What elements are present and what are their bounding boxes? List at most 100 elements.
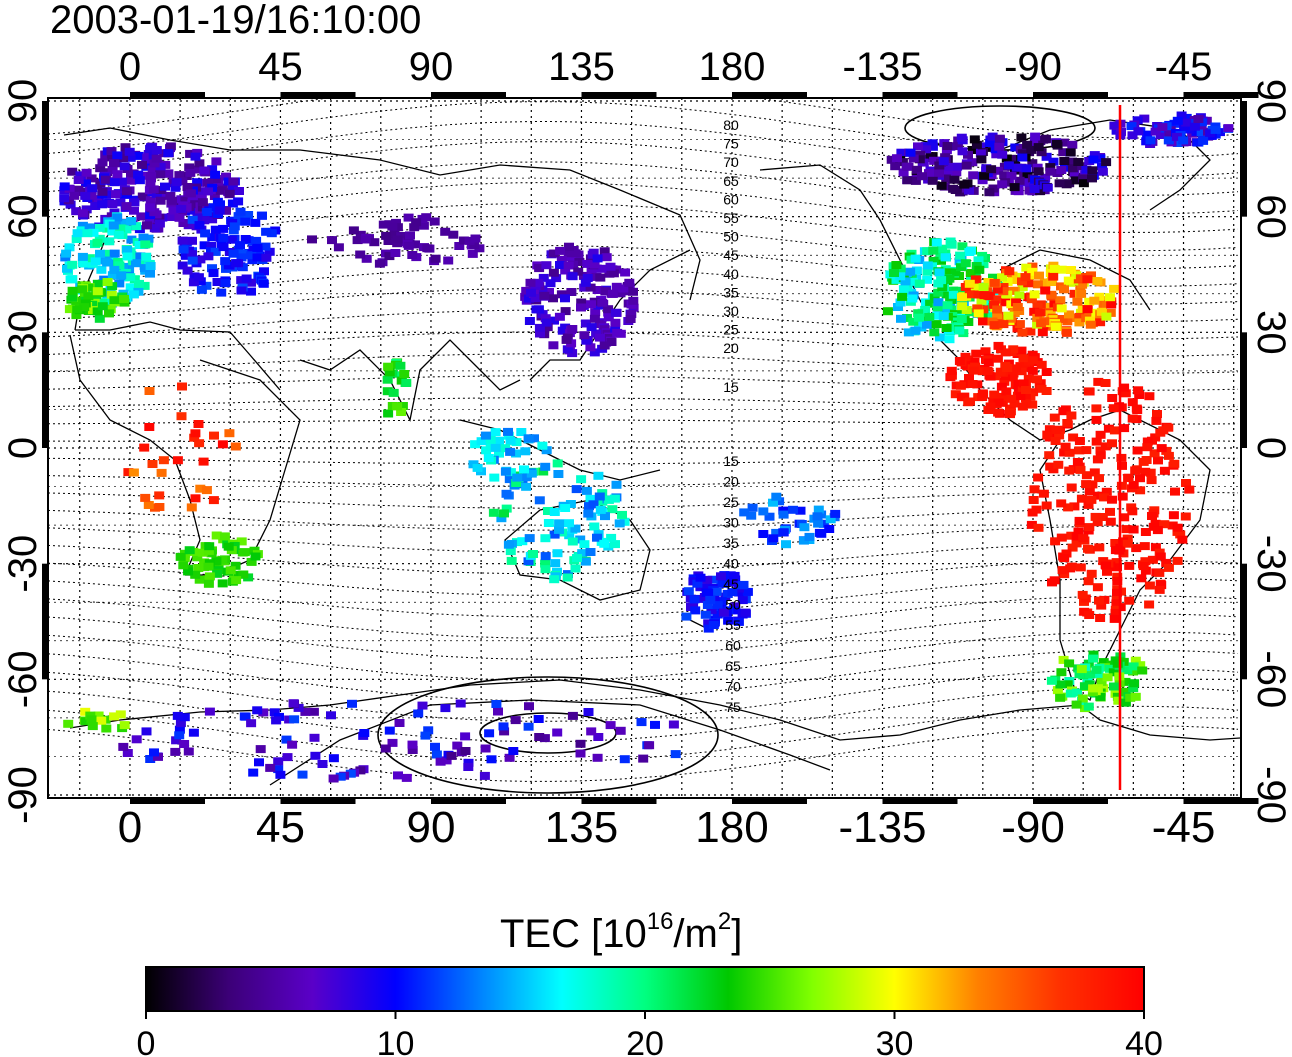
tec-cell — [950, 268, 961, 277]
tec-cell — [1011, 163, 1022, 172]
tec-cell — [525, 278, 536, 287]
tec-cell — [1142, 437, 1153, 446]
tec-cell — [178, 561, 189, 570]
tec-cell — [592, 533, 602, 542]
tec-cell — [67, 260, 78, 269]
lat-label-left: 60 — [1, 194, 45, 239]
tec-cell — [200, 229, 211, 238]
tec-cell — [243, 211, 254, 219]
tec-cell — [585, 283, 596, 292]
tec-cell — [403, 241, 414, 250]
tec-cell — [1059, 448, 1070, 457]
tec-cell — [131, 222, 142, 231]
tec-cell — [1109, 284, 1120, 293]
tec-cell — [310, 751, 321, 760]
tec-cell — [107, 200, 118, 208]
tec-cell — [348, 226, 359, 235]
tec-cell — [246, 251, 257, 260]
tec-cell — [970, 275, 981, 284]
tec-cell — [297, 770, 308, 779]
tec-cell — [147, 165, 158, 174]
tec-cell — [1083, 702, 1094, 711]
tec-cell — [183, 747, 194, 756]
tec-cell — [381, 231, 392, 240]
tec-cell — [985, 402, 996, 411]
tec-cell — [1128, 662, 1139, 671]
tec-cell — [149, 224, 160, 233]
tec-cell — [1101, 158, 1112, 167]
tec-cell — [141, 727, 152, 736]
tec-cell — [746, 511, 757, 520]
tec-cell — [271, 716, 282, 725]
tec-cell — [508, 747, 519, 755]
tec-cell — [1112, 572, 1123, 581]
tec-cell — [160, 182, 170, 191]
tec-cell — [77, 252, 88, 261]
tec-cell — [128, 290, 139, 299]
tec-cell — [1058, 148, 1069, 157]
tec-cell — [491, 700, 502, 708]
tec-cell — [1050, 437, 1061, 445]
tec-cell — [1145, 136, 1156, 145]
tec-cell — [275, 770, 286, 779]
tec-cell — [1111, 558, 1122, 567]
tec-cell — [907, 294, 918, 303]
tec-cell — [203, 546, 214, 555]
tec-cell — [562, 345, 573, 354]
tec-cell — [1144, 600, 1155, 609]
tec-cell — [1090, 512, 1101, 521]
tec-cell — [1079, 682, 1090, 691]
lat-label-right: -60 — [1249, 650, 1292, 708]
tec-cell — [209, 192, 220, 200]
lon-label-bottom: 0 — [118, 803, 142, 852]
tec-cell — [96, 716, 107, 725]
tec-cell — [961, 161, 972, 170]
tec-cell — [583, 509, 594, 518]
tec-cell — [915, 150, 926, 159]
tec-cell — [309, 733, 320, 742]
lon-label-top: 180 — [699, 45, 766, 89]
tec-cell — [555, 246, 566, 255]
figure-title: 2003-01-19/16:10:00 — [50, 0, 422, 42]
lon-label-bottom: 90 — [407, 803, 456, 852]
tec-cell — [1041, 152, 1052, 161]
tec-cell — [778, 510, 789, 519]
tec-cell — [308, 707, 319, 716]
tec-cell — [178, 245, 189, 254]
tec-cell — [470, 440, 481, 449]
tec-cell — [989, 278, 1000, 287]
tec-cell — [1102, 567, 1112, 576]
colorbar-ticks: 0 10 20 30 40 — [137, 1011, 1163, 1057]
tec-cell — [579, 331, 590, 340]
tec-cell — [1093, 670, 1104, 679]
tec-cell — [194, 221, 205, 230]
tec-cell — [1067, 164, 1078, 173]
tec-cell — [199, 166, 210, 175]
tec-cell — [440, 704, 451, 713]
tec-cell — [556, 255, 567, 264]
lat-label-right: 90 — [1249, 79, 1292, 124]
tec-cell — [503, 427, 513, 436]
tec-cell — [520, 447, 531, 456]
tec-cell — [624, 278, 635, 287]
tec-cell — [1027, 267, 1038, 276]
tec-cell — [934, 169, 944, 178]
tec-cell — [1075, 465, 1086, 474]
tec-cell — [1037, 328, 1048, 337]
tec-cell — [1109, 682, 1119, 691]
tec-cell — [1050, 537, 1061, 546]
tec-cell — [570, 249, 581, 258]
tec-cell — [585, 548, 596, 556]
tec-cell — [240, 235, 251, 243]
tec-cell — [194, 159, 205, 168]
tec-cell — [992, 305, 1003, 314]
tec-cell — [1079, 607, 1090, 616]
tec-cell — [255, 745, 266, 754]
tec-cell — [317, 760, 328, 768]
tec-cell — [599, 539, 610, 548]
tec-cell — [328, 754, 339, 763]
tec-cell — [1157, 123, 1168, 132]
tec-cell — [217, 579, 228, 588]
tec-cell — [1067, 140, 1078, 149]
tec-cell — [540, 565, 551, 574]
